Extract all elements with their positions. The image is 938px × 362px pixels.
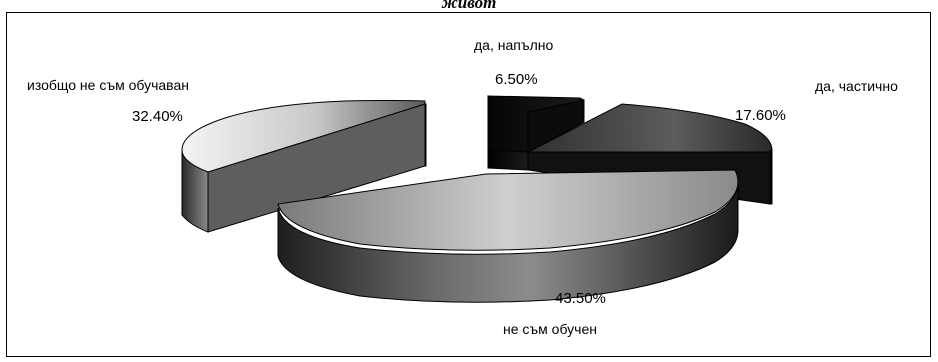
pie-slice-not-trained-at-all: [181, 100, 427, 233]
value-yes-fully: 6.50%: [495, 71, 538, 88]
label-yes-partially: да, частично: [815, 78, 898, 94]
pie-slice-not-trained: [277, 169, 739, 303]
label-yes-fully: да, напълно: [474, 37, 553, 53]
label-not-trained-at-all: изобщо не съм обучаван: [27, 77, 189, 93]
pie-slice-yes-fully: [487, 95, 585, 171]
value-yes-partially: 17.60%: [735, 107, 786, 124]
label-not-trained: не съм обучен: [503, 321, 597, 337]
chart-title: живот: [441, 0, 497, 12]
value-not-trained-at-all: 32.40%: [132, 108, 183, 125]
value-not-trained: 43.50%: [555, 290, 606, 307]
